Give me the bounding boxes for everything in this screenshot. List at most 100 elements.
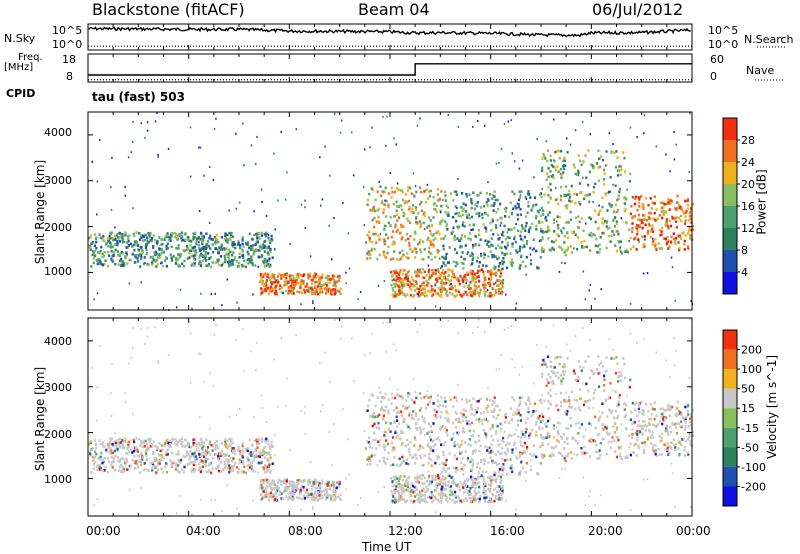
- velocity-cell: [442, 468, 445, 471]
- power-cell: [215, 237, 218, 241]
- power-cell: [539, 239, 543, 242]
- power-cell: [470, 197, 473, 201]
- power-cell: [406, 232, 409, 236]
- power-cell: [249, 255, 252, 258]
- velocity-cell: [283, 489, 286, 493]
- velocity-cell: [557, 451, 560, 455]
- velocity-cell: [465, 401, 469, 404]
- power-cell: [535, 249, 538, 253]
- velocity-cell: [444, 405, 447, 408]
- power-cell: [500, 148, 503, 150]
- power-cell: [347, 232, 350, 235]
- velocity-cell: [427, 488, 430, 491]
- power-cell: [389, 224, 392, 227]
- power-cell: [513, 226, 516, 230]
- power-cell: [95, 240, 98, 244]
- power-cell: [486, 204, 489, 207]
- power-cell: [498, 256, 501, 260]
- velocity-cell: [256, 440, 259, 444]
- power-cell: [389, 216, 392, 219]
- power-cell: [177, 234, 180, 238]
- power-cell: [121, 260, 124, 263]
- power-cell: [524, 265, 527, 268]
- power-cell: [450, 282, 452, 285]
- velocity-cell: [520, 460, 523, 464]
- velocity-cell: [420, 396, 423, 400]
- velocity-cell: [461, 457, 464, 460]
- velocity-cell: [324, 482, 327, 486]
- velocity-cell: [383, 430, 386, 434]
- power-cell: [395, 271, 399, 274]
- power-cell: [470, 206, 473, 210]
- power-cell: [560, 173, 563, 177]
- power-cell: [195, 251, 198, 255]
- power-cell: [646, 231, 649, 235]
- velocity-cell: [469, 487, 472, 490]
- power-cell: [386, 115, 388, 118]
- power-cell: [241, 238, 244, 242]
- power-cell: [339, 131, 342, 134]
- power-cell: [472, 125, 474, 128]
- power-cell: [265, 214, 268, 217]
- velocity-cell: [131, 458, 134, 462]
- velocity-cell: [383, 434, 386, 437]
- velocity-cell: [331, 483, 334, 486]
- power-cell: [183, 249, 186, 253]
- power-cell: [663, 202, 666, 206]
- velocity-cell: [177, 459, 180, 462]
- velocity-cell: [242, 459, 245, 463]
- power-cell: [461, 277, 464, 280]
- velocity-cell: [261, 486, 264, 490]
- velocity-cell: [405, 488, 408, 492]
- velocity-cell: [217, 469, 221, 473]
- power-cell: [467, 213, 470, 217]
- velocity-cell: [557, 355, 561, 359]
- power-cell: [395, 279, 398, 282]
- power-cell: [410, 192, 413, 195]
- power-cell: [368, 230, 371, 233]
- power-cell: [441, 219, 444, 222]
- power-cell: [121, 233, 124, 236]
- velocity-cell: [115, 448, 118, 452]
- velocity-cell: [287, 487, 290, 490]
- velocity-cell: [194, 464, 197, 467]
- velocity-cell: [256, 442, 259, 446]
- velocity-cell: [237, 447, 240, 451]
- velocity-cell: [626, 456, 629, 460]
- power-cell: [455, 278, 458, 281]
- power-cell: [531, 222, 534, 226]
- power-cell: [495, 274, 498, 277]
- power-cell: [393, 293, 396, 297]
- power-cell: [520, 237, 523, 241]
- velocity-cell: [520, 430, 523, 433]
- power-cell: [417, 212, 420, 215]
- power-cell: [181, 239, 183, 242]
- power-cell: [494, 288, 497, 292]
- power-cell: [111, 245, 114, 249]
- velocity-cell: [276, 489, 279, 493]
- power-cell: [489, 250, 492, 253]
- power-cell: [189, 244, 192, 247]
- power-cell: [140, 122, 142, 125]
- velocity-cell: [439, 479, 442, 482]
- power-cell: [421, 293, 424, 297]
- velocity-cell: [161, 448, 164, 452]
- velocity-cell: [223, 453, 226, 456]
- velocity-cell: [372, 411, 375, 415]
- velocity-cell: [613, 357, 616, 361]
- velocity-cell: [267, 442, 270, 446]
- power-cell: [262, 289, 265, 293]
- power-cell: [484, 226, 487, 229]
- velocity-cell: [271, 462, 274, 465]
- velocity-cell: [321, 479, 324, 483]
- velocity-cell: [271, 479, 274, 482]
- velocity-cell: [391, 499, 394, 503]
- power-cell: [636, 230, 639, 233]
- power-cell: [597, 211, 601, 214]
- velocity-cell: [460, 461, 463, 465]
- velocity-cell: [270, 488, 274, 492]
- power-cell: [107, 237, 110, 241]
- velocity-cell: [547, 443, 550, 446]
- power-cell: [125, 251, 128, 254]
- power-cell: [478, 211, 481, 215]
